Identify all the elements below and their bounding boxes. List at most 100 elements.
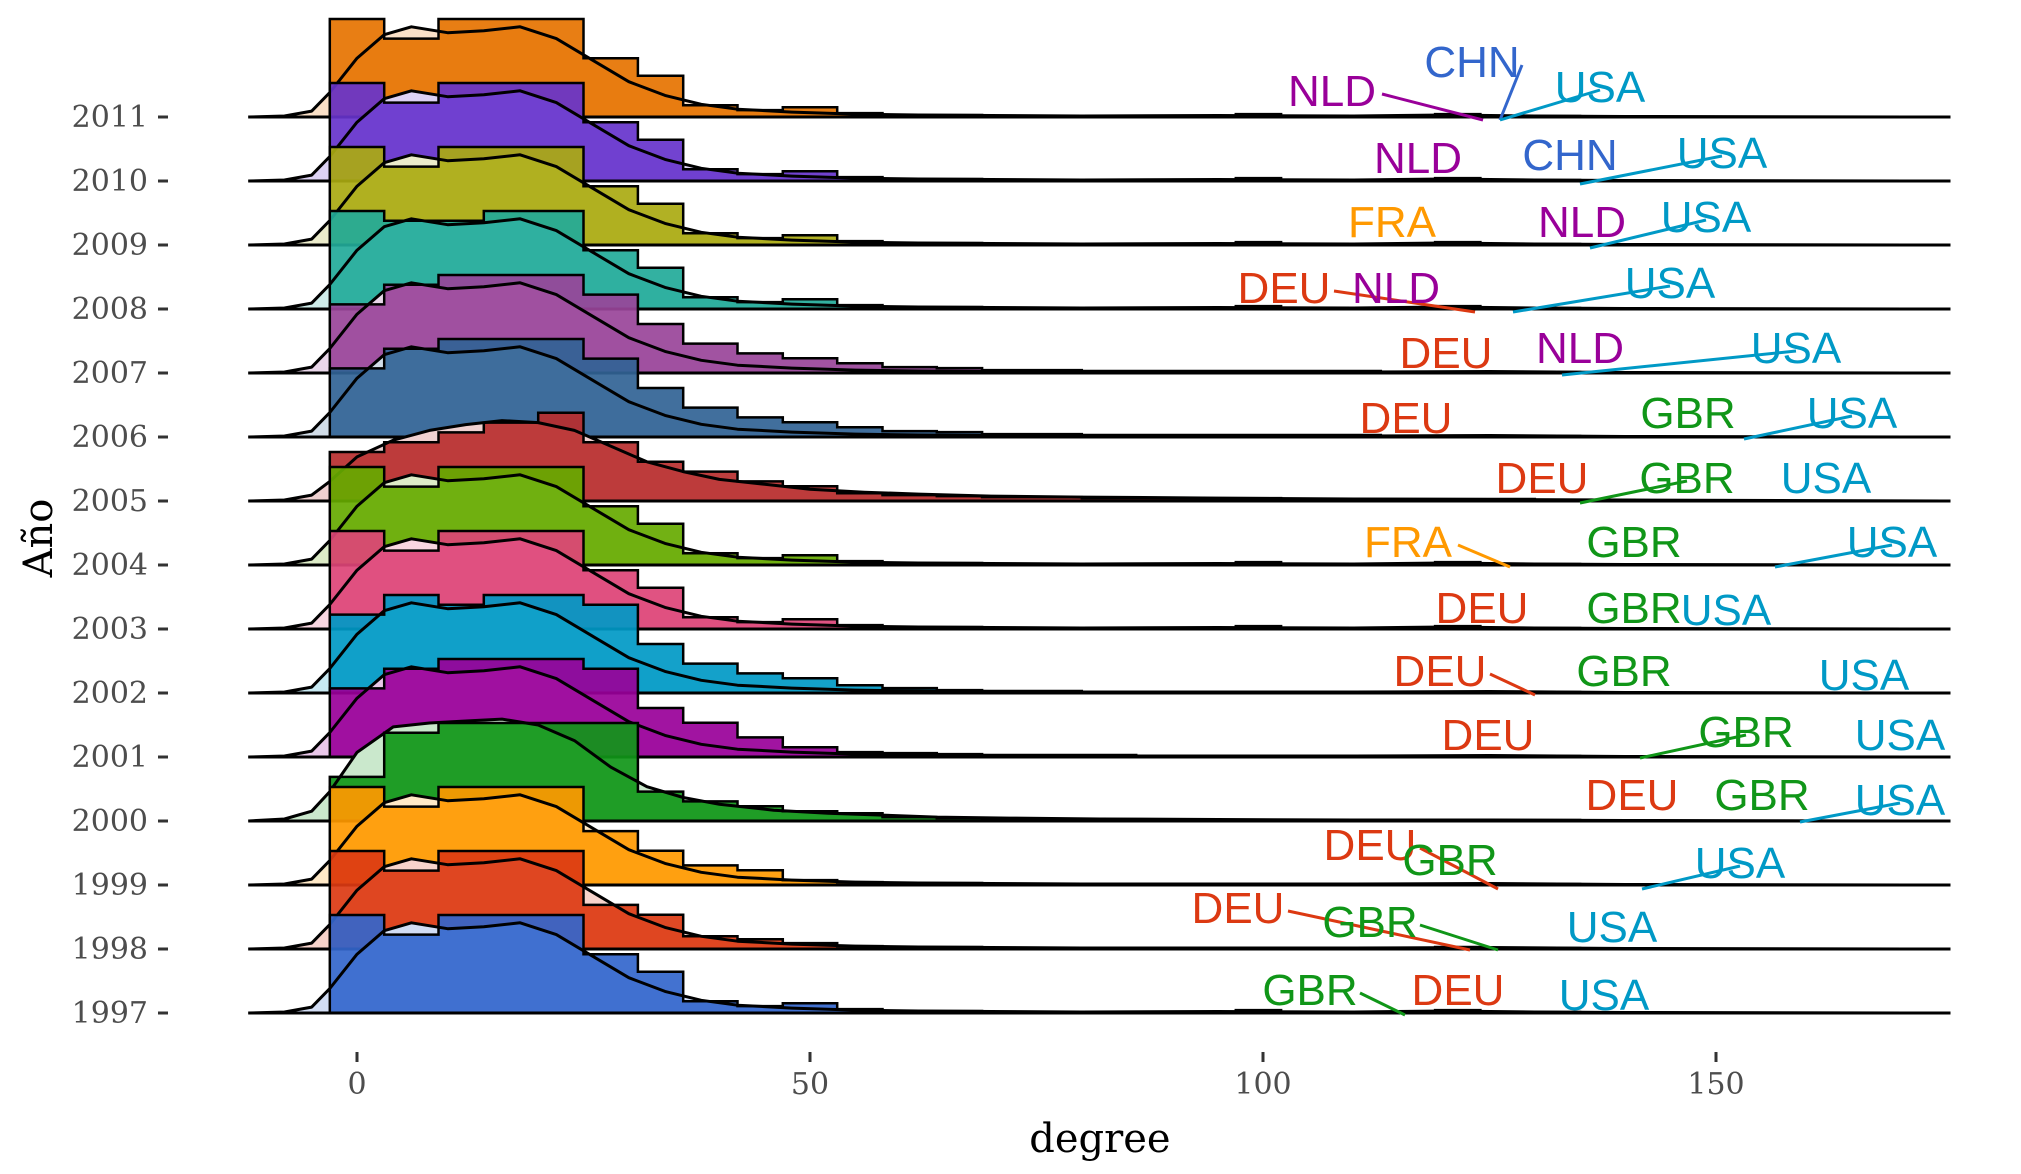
label-text: FRA xyxy=(1348,198,1437,247)
label-text: DEU xyxy=(1400,329,1493,378)
y-tick-label-2007: 2007 xyxy=(72,356,148,391)
label-text: USA xyxy=(1681,586,1772,635)
label-leader-line xyxy=(1457,543,1511,569)
label-leader-line xyxy=(1589,218,1707,250)
y-tick-label-1998: 1998 xyxy=(72,932,148,967)
country-label-usa-2001: USA xyxy=(1855,711,1946,760)
density-line-2000 xyxy=(248,717,1943,823)
label-text: GBR xyxy=(1698,708,1793,757)
y-tick-label-2009: 2009 xyxy=(72,228,148,263)
label-leader-line xyxy=(1743,414,1853,441)
country-label-deu-1999: DEU xyxy=(1324,821,1499,891)
country-label-nld-2007: NLD xyxy=(1536,324,1624,373)
label-leader-line xyxy=(1579,479,1688,505)
label-text: NLD xyxy=(1374,134,1462,183)
country-label-gbr-2000: GBR xyxy=(1714,771,1809,820)
label-text: USA xyxy=(1567,903,1658,952)
y-tick-label-1999: 1999 xyxy=(72,868,148,903)
country-label-deu-2002: DEU xyxy=(1394,647,1536,697)
label-text: USA xyxy=(1847,518,1938,567)
label-text: DEU xyxy=(1586,771,1679,820)
country-label-nld-2009: NLD xyxy=(1538,198,1626,247)
y-tick-label-2005: 2005 xyxy=(72,484,148,519)
label-text: GBR xyxy=(1262,966,1357,1015)
country-label-usa-2009: USA xyxy=(1589,193,1752,250)
label-text: GBR xyxy=(1586,584,1681,633)
label-text: USA xyxy=(1661,193,1752,242)
country-label-usa-2010: USA xyxy=(1579,129,1768,186)
label-text: NLD xyxy=(1288,67,1376,116)
label-leader-line xyxy=(1381,92,1484,122)
label-text: USA xyxy=(1677,129,1768,178)
country-label-deu-2000: DEU xyxy=(1586,771,1679,820)
country-label-deu-2005: DEU xyxy=(1496,454,1589,503)
label-text: DEU xyxy=(1324,821,1417,870)
label-text: DEU xyxy=(1442,711,1535,760)
country-label-gbr-2002: GBR xyxy=(1576,647,1671,696)
label-text: USA xyxy=(1807,389,1898,438)
y-tick-label-2011: 2011 xyxy=(72,100,148,135)
y-tick-label-2002: 2002 xyxy=(72,676,148,711)
y-axis-title: Año xyxy=(16,499,62,579)
country-label-gbr-1998: GBR xyxy=(1322,898,1499,952)
country-label-gbr-2003: GBR xyxy=(1586,584,1681,633)
y-tick-label-1997: 1997 xyxy=(72,996,148,1031)
density-line-2005 xyxy=(248,419,1943,503)
y-tick-label-2000: 2000 xyxy=(72,804,148,839)
y-tick-label-2008: 2008 xyxy=(72,292,148,327)
country-label-usa-1998: USA xyxy=(1567,903,1658,952)
country-label-usa-1997: USA xyxy=(1559,971,1650,1020)
label-leader-line xyxy=(1561,349,1797,377)
label-leader-line xyxy=(1512,284,1671,314)
country-label-deu-1998: DEU xyxy=(1192,884,1471,952)
country-label-usa-2000: USA xyxy=(1799,776,1946,825)
x-tick-label-0: 0 xyxy=(347,1067,366,1102)
label-leader-line xyxy=(1359,991,1406,1017)
label-text: USA xyxy=(1855,711,1946,760)
label-text: DEU xyxy=(1412,966,1505,1015)
label-leader-line xyxy=(1489,672,1536,697)
country-label-deu-2008: DEU xyxy=(1238,264,1476,314)
label-text: USA xyxy=(1559,971,1650,1020)
label-text: DEU xyxy=(1192,884,1285,933)
label-text: NLD xyxy=(1536,324,1624,373)
histogram-1997 xyxy=(328,913,1934,1015)
x-tick-label-150: 150 xyxy=(1687,1067,1744,1102)
x-axis-title: degree xyxy=(1029,1116,1170,1162)
country-label-usa-2011: USA xyxy=(1499,63,1646,122)
label-text: USA xyxy=(1819,651,1910,700)
label-text: GBR xyxy=(1714,771,1809,820)
ridges-layer xyxy=(248,17,1951,1015)
label-text: FRA xyxy=(1364,518,1453,567)
country-label-usa-2004: USA xyxy=(1774,518,1938,569)
y-tick-label-2003: 2003 xyxy=(72,612,148,647)
country-label-nld-2008: NLD xyxy=(1352,264,1440,313)
label-leader-line xyxy=(1579,154,1723,186)
label-text: DEU xyxy=(1496,454,1589,503)
label-text: GBR xyxy=(1640,389,1735,438)
country-label-gbr-2001: GBR xyxy=(1639,708,1794,760)
label-leader-line xyxy=(1499,88,1601,122)
country-label-nld-2011: NLD xyxy=(1288,67,1484,122)
country-label-deu-1997: DEU xyxy=(1412,966,1505,1015)
label-text: USA xyxy=(1751,324,1842,373)
country-label-usa-2002: USA xyxy=(1819,651,1910,700)
country-label-usa-2003: USA xyxy=(1681,586,1772,635)
ridge-1997 xyxy=(248,913,1951,1015)
label-leader-line xyxy=(1641,864,1741,891)
label-text: GBR xyxy=(1639,454,1734,503)
label-text: DEU xyxy=(1394,647,1487,696)
label-text: NLD xyxy=(1352,264,1440,313)
label-text: CHN xyxy=(1424,38,1519,87)
label-text: USA xyxy=(1625,259,1716,308)
label-leader-line xyxy=(1498,64,1524,121)
country-label-usa-1999: USA xyxy=(1641,839,1786,891)
country-label-fra-2009: FRA xyxy=(1348,198,1437,247)
country-label-chn-2010: CHN xyxy=(1522,131,1617,180)
label-text: GBR xyxy=(1586,518,1681,567)
country-label-usa-2005: USA xyxy=(1781,454,1872,503)
label-text: GBR xyxy=(1576,647,1671,696)
